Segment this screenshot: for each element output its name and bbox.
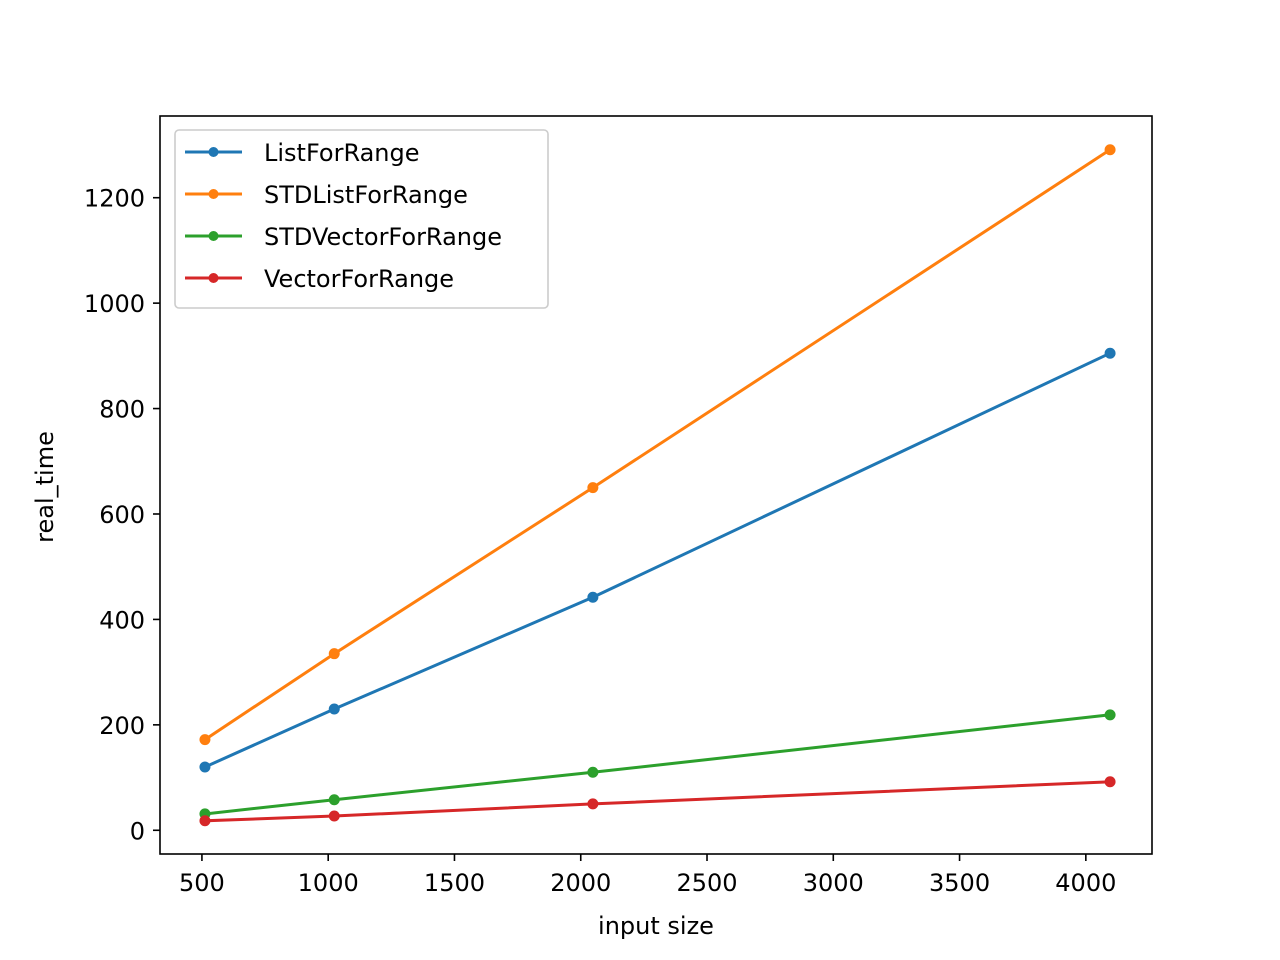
y-tick-label: 200 bbox=[99, 712, 145, 740]
x-tick-label: 2500 bbox=[676, 869, 737, 897]
x-tick-label: 3000 bbox=[803, 869, 864, 897]
series-line-stdlistforrange bbox=[202, 147, 1113, 742]
x-tick-label: 500 bbox=[179, 869, 225, 897]
data-point-stdvectorforrange bbox=[328, 794, 340, 806]
legend-label-listforrange: ListForRange bbox=[264, 139, 420, 167]
data-point-vectorforrange bbox=[1104, 776, 1116, 788]
y-tick-label: 400 bbox=[99, 606, 145, 634]
y-axis-ticks: 0 200 400 600 800 1000 1200 bbox=[84, 185, 160, 845]
series-line-vectorforrange bbox=[203, 780, 1112, 823]
data-point-listforrange bbox=[587, 591, 599, 603]
y-axis-label: real_time bbox=[31, 431, 59, 543]
legend-label-vectorforrange: VectorForRange bbox=[264, 265, 454, 293]
x-tick-label: 3500 bbox=[929, 869, 990, 897]
legend: ListForRange STDListForRange STDVectorForR… bbox=[174, 129, 549, 309]
data-point-listforrange bbox=[199, 761, 211, 773]
legend-marker-listforrange bbox=[208, 147, 219, 157]
legend-label-stdlistforrange: STDListForRange bbox=[264, 181, 468, 209]
data-point-stdvectorforrange bbox=[1104, 709, 1116, 721]
series-line-listforrange bbox=[202, 351, 1113, 770]
legend-marker-stdvectorforrange bbox=[208, 231, 219, 241]
x-tick-label: 1500 bbox=[424, 869, 485, 897]
x-axis-label: input size bbox=[598, 912, 714, 940]
legend-label-stdvectorforrange: STDVectorForRange bbox=[264, 223, 502, 251]
data-point-stdlistforrange bbox=[328, 648, 340, 660]
x-tick-label: 2000 bbox=[550, 869, 611, 897]
y-tick-label: 0 bbox=[130, 817, 145, 845]
x-axis-ticks: 500 1000 1500 2000 2500 3000 3500 4000 bbox=[179, 854, 1116, 897]
plot-frame bbox=[159, 115, 1153, 855]
data-point-stdlistforrange bbox=[587, 482, 599, 494]
data-point-vectorforrange bbox=[328, 810, 340, 822]
data-point-vectorforrange bbox=[199, 815, 211, 827]
data-point-listforrange bbox=[1104, 347, 1116, 359]
series-layer bbox=[199, 144, 1116, 827]
series-line-stdvectorforrange bbox=[203, 713, 1112, 816]
x-tick-label: 1000 bbox=[298, 869, 359, 897]
data-point-listforrange bbox=[328, 703, 340, 715]
y-tick-label: 1200 bbox=[84, 185, 145, 213]
legend-frame bbox=[174, 129, 549, 309]
data-point-stdvectorforrange bbox=[587, 766, 599, 778]
data-point-vectorforrange bbox=[587, 798, 599, 810]
x-tick-label: 4000 bbox=[1055, 869, 1116, 897]
legend-marker-vectorforrange bbox=[208, 273, 219, 283]
data-point-stdlistforrange bbox=[199, 734, 211, 746]
y-tick-label: 600 bbox=[99, 501, 145, 529]
legend-marker-stdlistforrange bbox=[208, 189, 219, 199]
data-point-stdlistforrange bbox=[1104, 144, 1116, 156]
y-tick-label: 800 bbox=[99, 396, 145, 424]
y-tick-label: 1000 bbox=[84, 290, 145, 318]
